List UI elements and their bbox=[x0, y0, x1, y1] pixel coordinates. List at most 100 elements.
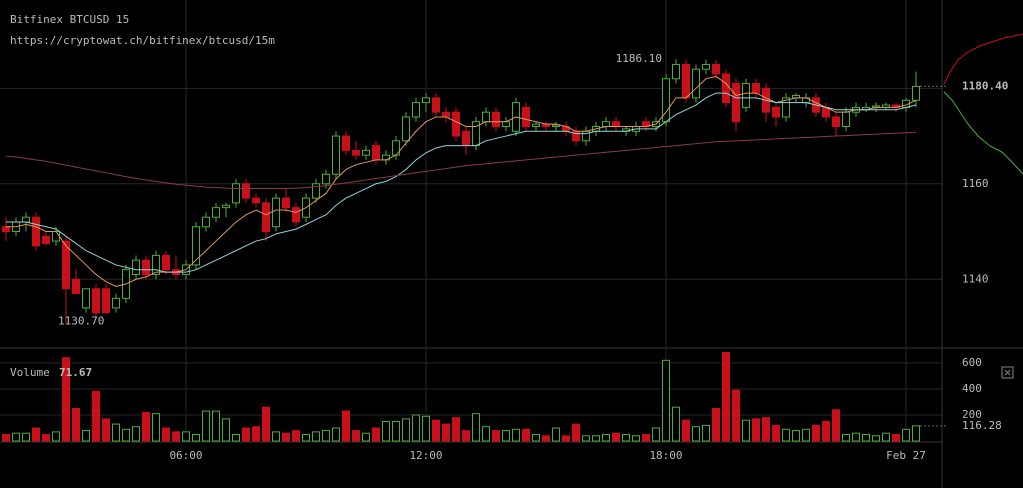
candle-body bbox=[492, 111, 500, 128]
volume-bar bbox=[72, 407, 80, 442]
volume-bar bbox=[702, 424, 710, 442]
candle-body bbox=[482, 111, 490, 123]
close-icon bbox=[1004, 369, 1011, 376]
volume-bar bbox=[212, 410, 220, 442]
x-tick-label: 18:00 bbox=[649, 449, 682, 462]
chart-title: Bitfinex BTCUSD 15 bbox=[10, 13, 129, 26]
volume-bar bbox=[732, 389, 740, 442]
volume-bar bbox=[542, 435, 550, 442]
volume-bar bbox=[672, 406, 680, 442]
volume-bar bbox=[332, 427, 340, 442]
candle-body bbox=[782, 97, 790, 118]
candle-body bbox=[372, 145, 380, 161]
volume-bar bbox=[402, 418, 410, 442]
candle-body bbox=[132, 259, 140, 275]
volume-bar bbox=[482, 426, 490, 442]
volume-bar bbox=[292, 430, 300, 442]
volume-bar bbox=[812, 424, 820, 442]
candle-body bbox=[282, 197, 290, 209]
volume-bar bbox=[502, 430, 510, 442]
volume-bar bbox=[432, 419, 440, 442]
depth-asks bbox=[943, 33, 1023, 85]
candle-body bbox=[332, 135, 340, 175]
volume-bar bbox=[652, 427, 660, 442]
candle-body bbox=[42, 235, 50, 244]
volume-bar bbox=[742, 419, 750, 442]
volume-bar bbox=[42, 433, 50, 442]
volume-bar bbox=[532, 433, 540, 442]
candle-body bbox=[522, 106, 530, 128]
volume-bar bbox=[772, 424, 780, 442]
volume-bar bbox=[312, 431, 320, 442]
volume-bar bbox=[762, 417, 770, 442]
marks bbox=[2, 59, 920, 442]
last-volume-label: 116.28 bbox=[962, 419, 1002, 432]
y-tick-label: 1140 bbox=[962, 272, 989, 285]
candle-body bbox=[142, 259, 150, 275]
volume-bar bbox=[632, 435, 640, 442]
volume-bar bbox=[222, 418, 230, 442]
volume-bar bbox=[442, 423, 450, 442]
volume-bar bbox=[372, 427, 380, 442]
volume-bar bbox=[552, 427, 560, 442]
volume-bar bbox=[622, 433, 630, 442]
candle-body bbox=[72, 278, 80, 295]
candle-body bbox=[262, 202, 270, 233]
candle-body bbox=[112, 297, 120, 309]
volume-bar bbox=[832, 409, 840, 442]
low-annotation: 1130.70 bbox=[58, 315, 104, 328]
candle-body bbox=[2, 226, 10, 233]
candle-body bbox=[602, 121, 610, 128]
volume-bar bbox=[32, 427, 40, 442]
volume-bar bbox=[662, 359, 670, 442]
candle-body bbox=[752, 83, 760, 94]
candle-body bbox=[682, 63, 690, 99]
volume-bar bbox=[572, 423, 580, 442]
volume-bar bbox=[722, 352, 730, 442]
candle-body bbox=[192, 226, 200, 266]
volume-bar bbox=[462, 430, 470, 442]
volume-bar bbox=[412, 414, 420, 442]
candle-body bbox=[212, 207, 220, 218]
volume-bar bbox=[182, 431, 190, 442]
volume-bar bbox=[752, 418, 760, 442]
volume-bar bbox=[82, 430, 90, 442]
volume-bar bbox=[282, 432, 290, 442]
candle-body bbox=[92, 288, 100, 314]
volume-tick-label: 400 bbox=[962, 382, 982, 395]
volume-bar bbox=[132, 426, 140, 442]
candle-body bbox=[912, 85, 920, 101]
volume-bar bbox=[822, 420, 830, 442]
volume-bar bbox=[522, 428, 530, 442]
candle-body bbox=[362, 149, 370, 156]
close-volume-button[interactable] bbox=[1001, 366, 1014, 379]
volume-bar bbox=[582, 435, 590, 442]
last-volume-box bbox=[950, 417, 1010, 434]
candle-body bbox=[412, 102, 420, 118]
volume-tick-label: 600 bbox=[962, 356, 982, 369]
volume-bar bbox=[612, 432, 620, 442]
high-annotation: 1186.10 bbox=[616, 52, 662, 65]
volume-bar bbox=[242, 427, 250, 442]
candle-body bbox=[832, 116, 840, 128]
volume-bar bbox=[12, 432, 20, 442]
volume-bar bbox=[782, 428, 790, 442]
candle-body bbox=[232, 183, 240, 204]
candle-body bbox=[772, 106, 780, 118]
candle-body bbox=[22, 216, 30, 223]
y-tick-label: 1160 bbox=[962, 177, 989, 190]
candle-body bbox=[612, 121, 620, 128]
candle-body bbox=[672, 63, 680, 80]
volume-bar bbox=[682, 419, 690, 442]
candle-body bbox=[702, 63, 710, 70]
volume-bar bbox=[512, 428, 520, 442]
volume-bar bbox=[602, 433, 610, 442]
volume-bar bbox=[62, 357, 70, 442]
volume-bar bbox=[52, 431, 60, 442]
volume-bar bbox=[472, 413, 480, 442]
volume-bar bbox=[882, 432, 890, 442]
volume-bar bbox=[112, 423, 120, 442]
candle-body bbox=[552, 124, 560, 128]
